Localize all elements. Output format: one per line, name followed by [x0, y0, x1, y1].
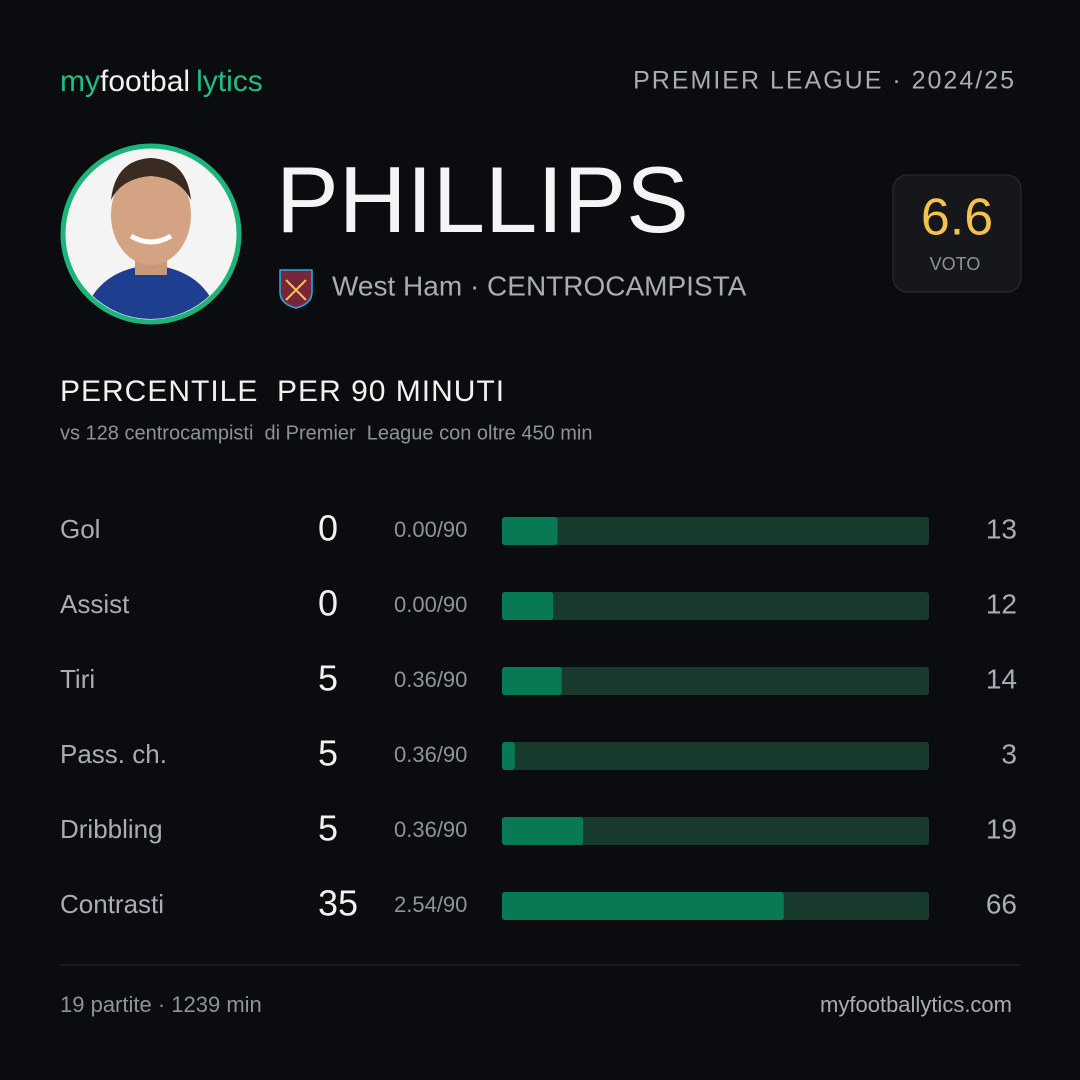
stat-total: 35 [318, 883, 358, 924]
section-title: PERCENTILE PER 90 MINUTI [60, 375, 505, 408]
league: PREMIER LEAGUE · 2024/25 [633, 67, 1016, 95]
percentile-bar [502, 817, 584, 845]
stat-label: Contrasti [60, 889, 164, 919]
brand-part: lytics [196, 65, 263, 98]
bar-track [502, 517, 929, 545]
stat-rows: Gol 0 0.00/90 13 Assist 0 0.00/90 12 Tiri 5 0.36/9… [60, 508, 1017, 924]
rating-box [892, 174, 1022, 293]
bar-track [502, 742, 929, 770]
rating-value: 6.6 [921, 189, 993, 247]
stat-label: Gol [60, 514, 100, 544]
stat-label: Dribbling [60, 814, 163, 844]
percentile-bar [502, 742, 515, 770]
stat-per90: 2.54/90 [394, 892, 467, 917]
avatar [60, 143, 242, 325]
stat-per90: 0.00/90 [394, 592, 467, 617]
stat-label: Assist [60, 589, 130, 619]
percentile-label: 13 [986, 513, 1017, 544]
percentile-bar [502, 892, 784, 920]
stat-per90: 0.00/90 [394, 517, 467, 542]
stat-per90: 0.36/90 [394, 667, 467, 692]
percentile-label: 19 [986, 813, 1017, 844]
stat-total: 0 [318, 508, 338, 549]
percentile-label: 3 [1001, 738, 1017, 769]
percentile-label: 12 [986, 588, 1017, 619]
player-name: PHILLIPS [276, 147, 689, 252]
percentile-label: 66 [986, 888, 1017, 919]
bar-track [502, 592, 929, 620]
club-badge [279, 269, 313, 309]
section-subtitle: vs 128 centrocampisti di Premier League … [60, 422, 593, 444]
brand-part: my [60, 65, 100, 98]
brand-logo: myfootbal lytics [60, 65, 263, 98]
stat-total: 0 [318, 583, 338, 624]
stat-label: Tiri [60, 664, 95, 694]
percentile-bar [502, 667, 562, 695]
percentile-bar [502, 517, 558, 545]
brand-part: footbal [100, 65, 190, 98]
percentile-bar [502, 592, 554, 620]
stat-per90: 0.36/90 [394, 817, 467, 842]
bar-track [502, 667, 929, 695]
stat-total: 5 [318, 658, 338, 699]
footer-left: 19 partite · 1239 min [60, 992, 262, 1017]
stat-total: 5 [318, 808, 338, 849]
stat-per90: 0.36/90 [394, 742, 467, 767]
bar-track [502, 817, 929, 845]
footer-right: myfootballytics.com [820, 992, 1012, 1017]
stat-label: Pass. ch. [60, 739, 167, 769]
stat-total: 5 [318, 733, 338, 774]
rating-label: VOTO [930, 254, 981, 274]
percentile-label: 14 [986, 663, 1017, 694]
player-team: West Ham · CENTROCAMPISTA [332, 270, 747, 301]
